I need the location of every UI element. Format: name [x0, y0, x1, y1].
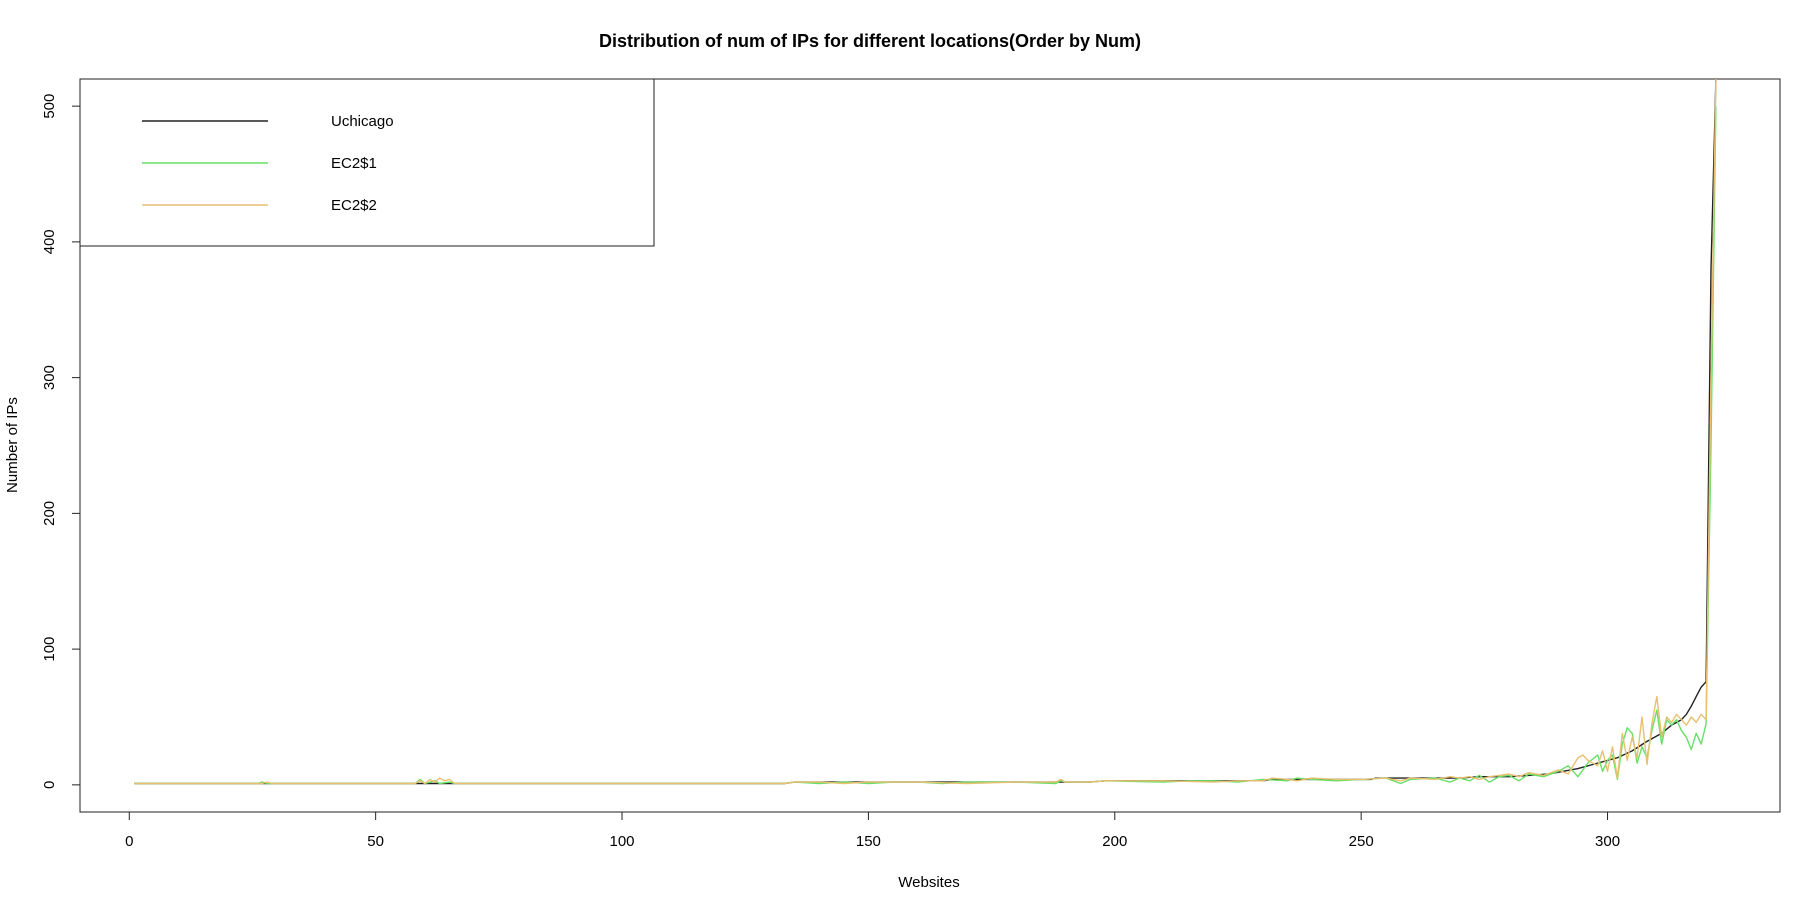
y-tick-label: 400 [41, 229, 58, 254]
y-tick-label: 200 [41, 501, 58, 526]
series-line-ec2-2 [134, 78, 1717, 785]
x-tick-label: 50 [367, 833, 384, 850]
legend-label: Uchicago [331, 113, 394, 130]
y-tick-label: 100 [41, 637, 58, 662]
x-tick-label: 100 [610, 833, 635, 850]
plot-frame [79, 78, 1781, 813]
y-axis: 0 100 200 300 400 500 [41, 94, 80, 789]
legend-label: EC2$2 [331, 197, 377, 214]
legend-label: EC2$1 [331, 155, 377, 172]
x-axis: 0 50 100 150 200 250 300 [125, 812, 1620, 850]
y-tick-label: 300 [41, 365, 58, 390]
y-tick-label: 0 [41, 781, 58, 789]
legend: Uchicago EC2$1 EC2$2 [79, 78, 655, 247]
x-tick-label: 0 [125, 833, 133, 850]
x-tick-label: 250 [1349, 833, 1374, 850]
x-tick-label: 150 [856, 833, 881, 850]
x-axis-label: Websites [898, 874, 959, 891]
x-tick-label: 300 [1595, 833, 1620, 850]
y-axis-label: Number of IPs [4, 397, 21, 493]
series-layer [134, 78, 1717, 785]
y-tick-label: 500 [41, 94, 58, 119]
chart-title: Distribution of num of IPs for different… [599, 31, 1141, 51]
x-tick-label: 200 [1102, 833, 1127, 850]
